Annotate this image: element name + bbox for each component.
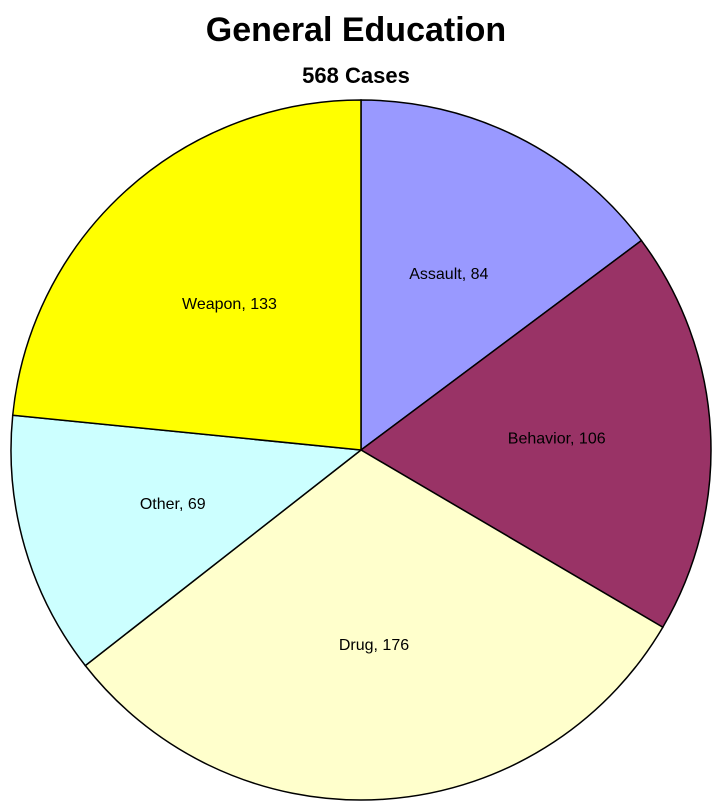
data-label: Assault, 84 bbox=[409, 266, 488, 283]
pie-slice bbox=[84, 449, 664, 801]
data-label: Other, 69 bbox=[140, 496, 206, 513]
pie-slice bbox=[10, 414, 363, 667]
pie-slice bbox=[11, 99, 362, 451]
data-label: Behavior, 106 bbox=[508, 430, 606, 447]
data-label: Weapon, 133 bbox=[182, 296, 277, 313]
pie-slice bbox=[359, 239, 712, 629]
pie-slice bbox=[360, 99, 643, 452]
data-label: Drug, 176 bbox=[339, 637, 409, 654]
chart-subtitle: 568 Cases bbox=[302, 63, 410, 88]
chart-title: General Education bbox=[206, 11, 506, 49]
